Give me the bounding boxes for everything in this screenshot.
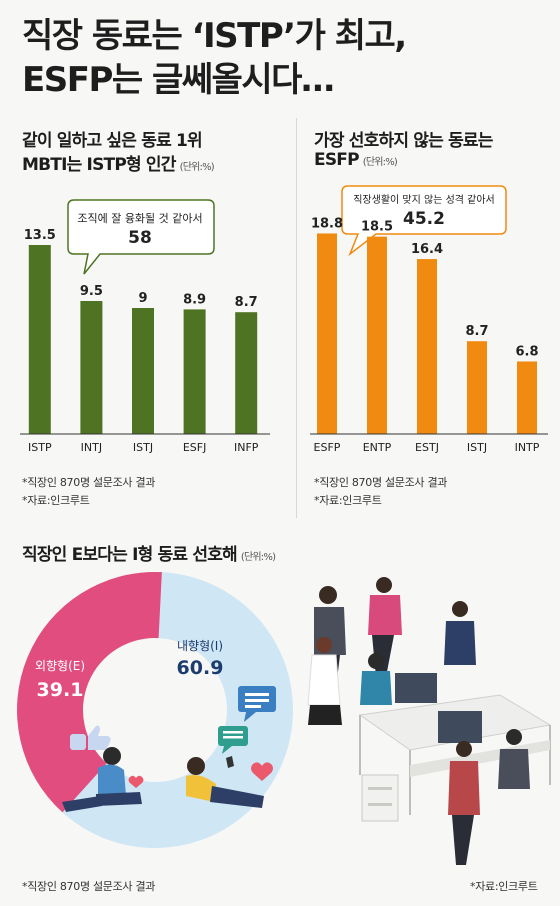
right-note-source: *자료:인크루트 (314, 494, 382, 507)
slice-value-introvert: 60.9 (177, 657, 224, 679)
right-bar-esfp (317, 233, 337, 434)
right-note-survey: *직장인 870명 설문조사 결과 (314, 476, 448, 489)
right-bar-entp (367, 236, 387, 434)
left-category-label-istp: ISTP (28, 441, 52, 454)
left-chart-subtitle: MBTI는 ISTP형 인간 (22, 155, 176, 175)
right-category-label-intp: INTP (515, 441, 540, 454)
left-value-label-intj: 9.5 (80, 284, 103, 299)
person-standing-right-figure (444, 601, 476, 665)
right-chart-subtitle: ESFP (314, 150, 360, 170)
donut-slice-extrovert (17, 572, 162, 813)
left-bar-istp (28, 245, 51, 434)
left-bar-infp (235, 312, 258, 434)
person-standing-bottom-figure (448, 741, 480, 865)
right-callout-value: 45.2 (403, 209, 445, 229)
right-value-label-esfp: 18.8 (311, 216, 343, 231)
left-category-label-istj: ISTJ (133, 441, 153, 454)
chat-bubble-icon (238, 686, 276, 722)
right-callout-bubble (341, 185, 507, 257)
left-category-label-intj: INTJ (81, 441, 102, 454)
left-value-label-infp: 8.7 (235, 295, 258, 310)
right-value-label-entp: 18.5 (361, 220, 393, 235)
person-bottom-right-figure (498, 729, 530, 789)
left-note-survey: *직장인 870명 설문조사 결과 (22, 476, 156, 489)
slice-value-extrovert: 39.1 (37, 679, 84, 701)
chart-divider (296, 118, 297, 518)
right-chart-subtitle-row: ESFP (단위:%) (314, 150, 398, 170)
donut-chart-title: 직장인 E보다는 I형 동료 선호해 (22, 545, 238, 565)
right-callout-text: 직장생활이 맞지 않는 성격 같아서 (353, 193, 495, 206)
donut-note-source: *자료:인크루트 (470, 880, 538, 893)
office-floor-desks (358, 673, 552, 815)
thumbs-up-icon (70, 725, 111, 750)
left-chart-title: 같이 일하고 싶은 동료 1위 (22, 131, 203, 151)
right-category-label-istj: ISTJ (467, 441, 487, 454)
right-bar-istj (467, 341, 487, 434)
right-bar-estj (417, 259, 437, 434)
right-chart-title: 가장 선호하지 않는 동료는 (314, 131, 493, 151)
filing-cabinet (361, 774, 399, 822)
donut-note-survey: *직장인 870명 설문조사 결과 (22, 880, 156, 893)
right-chart-unit: (단위:%) (362, 157, 398, 168)
slice-label-introvert: 내향형(I) (177, 639, 223, 653)
left-category-label-infp: INFP (234, 441, 259, 454)
right-category-label-esfp: ESFP (314, 441, 341, 454)
left-value-label-istj: 9 (138, 291, 147, 306)
donut-chart: 내향형(I) 60.9 외향형(E) 39.1 (17, 572, 294, 848)
office-illustration (307, 577, 552, 865)
left-bar-intj (80, 301, 103, 434)
person-lying-figure (186, 756, 264, 808)
left-chart-subtitle-row: MBTI는 ISTP형 인간 (단위:%) (22, 150, 215, 175)
right-bar-intp (517, 361, 537, 434)
chat-bubble-small-icon (218, 726, 248, 754)
person-dress-figure (307, 637, 342, 725)
left-callout-value: 58 (128, 228, 152, 248)
right-value-label-intp: 6.8 (515, 344, 538, 359)
donut-chart-unit: (단위:%) (240, 552, 276, 563)
left-note-source: *자료:인크루트 (22, 494, 90, 507)
right-category-label-entp: ENTP (363, 441, 392, 454)
left-callout-bubble (67, 199, 215, 275)
left-callout: 조직에 잘 융화될 것 같아서 58 (67, 199, 215, 275)
right-callout: 직장생활이 맞지 않는 성격 같아서 45.2 (341, 185, 507, 257)
left-bar-istj (132, 308, 154, 434)
left-value-label-istp: 13.5 (24, 228, 56, 243)
donut-chart-title-row: 직장인 E보다는 I형 동료 선호해 (단위:%) (22, 540, 276, 565)
left-callout-text: 조직에 잘 융화될 것 같아서 (77, 211, 202, 225)
person-with-phone-figure (62, 747, 142, 812)
right-bar-chart: 직장생활이 맞지 않는 성격 같아서 45.2 18.8 ESFP 18.5 ENTP… (310, 185, 548, 454)
right-category-label-estj: ESTJ (415, 441, 439, 454)
slice-label-extrovert: 외향형(E) (35, 659, 85, 673)
left-bar-chart: 조직에 잘 융화될 것 같아서 58 13.5 ISTP 9.5 INTJ 9 ISTJ 8… (20, 199, 270, 454)
main-title-line2: ESFP는 글쎄올시다… (22, 60, 335, 100)
person-seated-figure (360, 653, 392, 705)
heart-small-icon (128, 775, 144, 788)
heart-icon (251, 762, 273, 781)
right-value-label-istj: 8.7 (465, 324, 488, 339)
left-category-label-esfj: ESFJ (183, 441, 207, 454)
right-value-label-estj: 16.4 (411, 242, 443, 257)
left-bar-esfj (183, 309, 206, 434)
left-chart-unit: (단위:%) (179, 162, 215, 173)
left-value-label-esfj: 8.9 (183, 292, 206, 307)
main-title-line1: 직장 동료는 ‘ISTP’가 최고, (22, 16, 407, 56)
